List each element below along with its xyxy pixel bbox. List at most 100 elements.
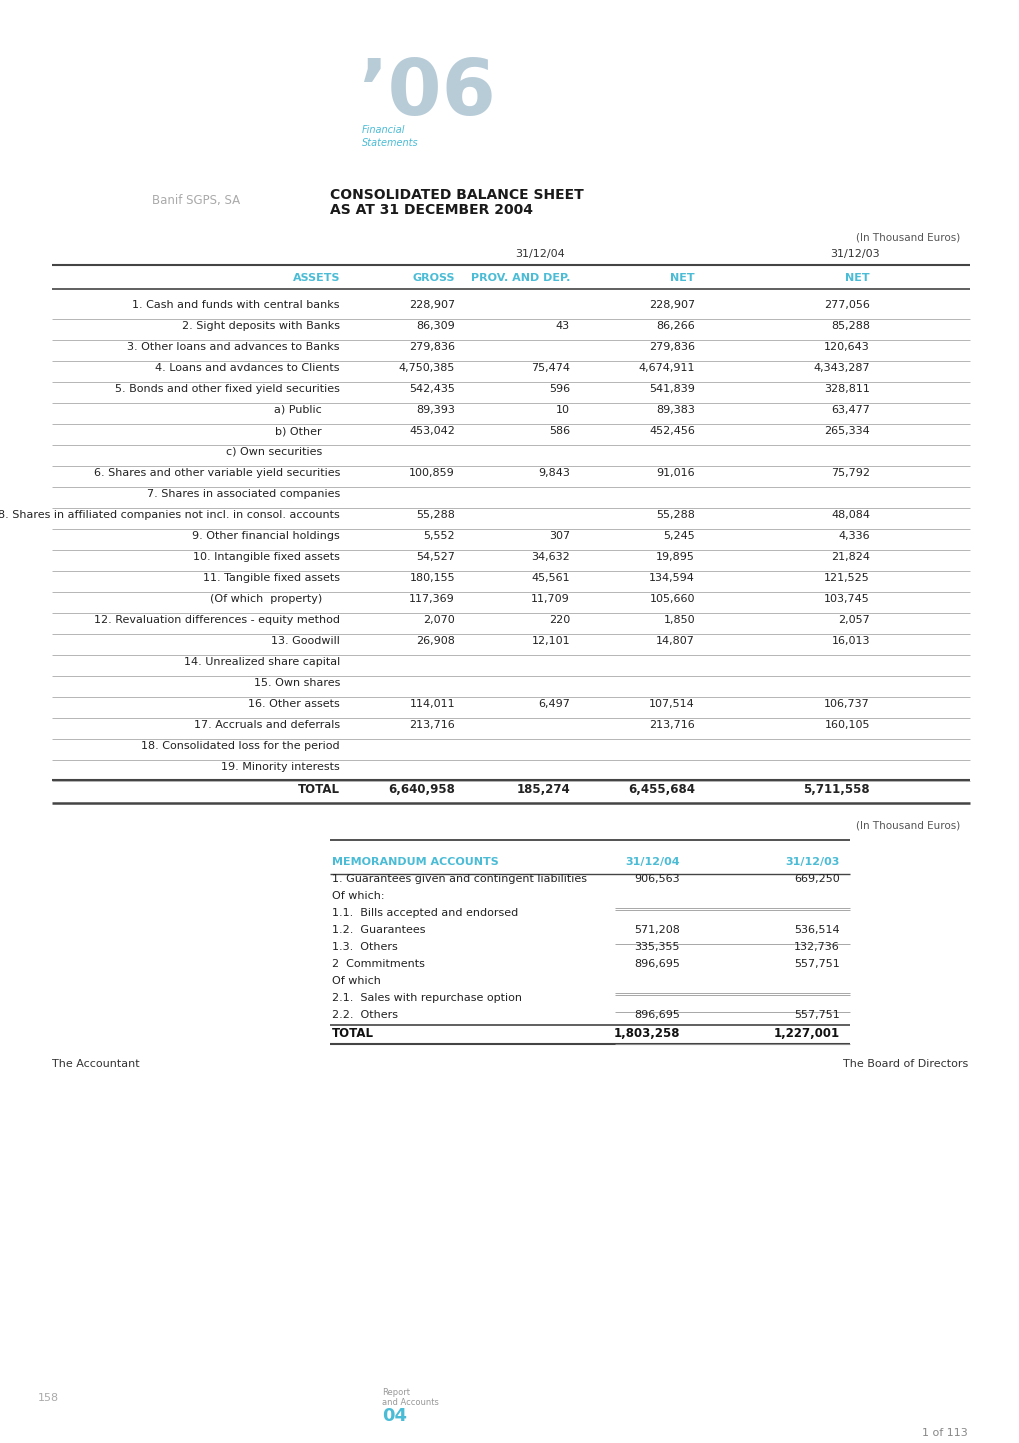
Text: 557,751: 557,751 [794, 1010, 840, 1020]
Text: 6,497: 6,497 [538, 698, 570, 709]
Text: 541,839: 541,839 [648, 384, 694, 394]
Text: 34,632: 34,632 [531, 553, 570, 561]
Text: 1.1.  Bills accepted and endorsed: 1.1. Bills accepted and endorsed [331, 908, 518, 918]
Text: 906,563: 906,563 [634, 874, 680, 885]
Text: 6. Shares and other variable yield securities: 6. Shares and other variable yield secur… [94, 468, 339, 478]
Text: 4,750,385: 4,750,385 [398, 364, 454, 372]
Text: 4,674,911: 4,674,911 [638, 364, 694, 372]
Text: Of which:: Of which: [331, 890, 384, 900]
Text: 13. Goodwill: 13. Goodwill [271, 636, 339, 646]
Text: 55,288: 55,288 [655, 509, 694, 519]
Text: 31/12/04: 31/12/04 [515, 250, 565, 258]
Text: 571,208: 571,208 [634, 925, 680, 935]
Text: 277,056: 277,056 [823, 300, 869, 310]
Text: 14. Unrealized share capital: 14. Unrealized share capital [183, 657, 339, 667]
Text: 6,455,684: 6,455,684 [628, 784, 694, 797]
Text: 134,594: 134,594 [648, 573, 694, 583]
Text: 12,101: 12,101 [531, 636, 570, 646]
Text: 2,057: 2,057 [838, 615, 869, 625]
Text: 896,695: 896,695 [634, 960, 680, 970]
Text: 15. Own shares: 15. Own shares [254, 678, 339, 688]
Text: 2,070: 2,070 [423, 615, 454, 625]
Text: CONSOLIDATED BALANCE SHEET: CONSOLIDATED BALANCE SHEET [330, 188, 583, 202]
Text: 4,343,287: 4,343,287 [812, 364, 869, 372]
Text: 103,745: 103,745 [823, 595, 869, 605]
Text: 4. Loans and avdances to Clients: 4. Loans and avdances to Clients [155, 364, 339, 372]
Text: 160,105: 160,105 [823, 720, 869, 730]
Text: 453,042: 453,042 [409, 426, 454, 436]
Text: and Accounts: and Accounts [382, 1398, 438, 1407]
Text: 31/12/03: 31/12/03 [829, 250, 879, 258]
Text: TOTAL: TOTAL [298, 784, 339, 797]
Text: 132,736: 132,736 [794, 942, 840, 952]
Text: 335,355: 335,355 [634, 942, 680, 952]
Text: The Board of Directors: The Board of Directors [842, 1059, 967, 1069]
Text: Report: Report [382, 1388, 410, 1397]
Text: 19,895: 19,895 [655, 553, 694, 561]
Text: 31/12/03: 31/12/03 [785, 857, 840, 867]
Text: 279,836: 279,836 [409, 342, 454, 352]
Text: 3. Other loans and advances to Banks: 3. Other loans and advances to Banks [127, 342, 339, 352]
Text: Banif SGPS, SA: Banif SGPS, SA [152, 193, 239, 206]
Text: 5. Bonds and other fixed yield securities: 5. Bonds and other fixed yield securitie… [115, 384, 339, 394]
Text: 19. Minority interests: 19. Minority interests [221, 762, 339, 772]
Text: AS AT 31 DECEMBER 2004: AS AT 31 DECEMBER 2004 [330, 203, 533, 216]
Text: 16,013: 16,013 [830, 636, 869, 646]
Text: 2  Commitments: 2 Commitments [331, 960, 425, 970]
Text: 1,850: 1,850 [662, 615, 694, 625]
Text: 21,824: 21,824 [830, 553, 869, 561]
Text: 2.2.  Others: 2.2. Others [331, 1010, 397, 1020]
Text: 896,695: 896,695 [634, 1010, 680, 1020]
Text: 5,552: 5,552 [423, 531, 454, 541]
Text: 265,334: 265,334 [823, 426, 869, 436]
Text: 7. Shares in associated companies: 7. Shares in associated companies [147, 489, 339, 499]
Text: 596: 596 [548, 384, 570, 394]
Text: 228,907: 228,907 [409, 300, 454, 310]
Text: 89,383: 89,383 [655, 405, 694, 416]
Text: 85,288: 85,288 [830, 320, 869, 330]
Text: a) Public: a) Public [274, 405, 322, 416]
Text: 1,227,001: 1,227,001 [773, 1027, 840, 1040]
Text: (In Thousand Euros): (In Thousand Euros) [855, 820, 959, 830]
Text: 18. Consolidated loss for the period: 18. Consolidated loss for the period [142, 742, 339, 750]
Text: 117,369: 117,369 [409, 595, 454, 605]
Text: 180,155: 180,155 [409, 573, 454, 583]
Text: 1,803,258: 1,803,258 [612, 1027, 680, 1040]
Text: 14,807: 14,807 [655, 636, 694, 646]
Text: 158: 158 [38, 1392, 59, 1403]
Text: (In Thousand Euros): (In Thousand Euros) [855, 232, 959, 242]
Text: 9. Other financial holdings: 9. Other financial holdings [192, 531, 339, 541]
Text: 228,907: 228,907 [648, 300, 694, 310]
Text: 8. Shares in affiliated companies not incl. in consol. accounts: 8. Shares in affiliated companies not in… [0, 509, 339, 519]
Text: 45,561: 45,561 [531, 573, 570, 583]
Text: 11. Tangible fixed assets: 11. Tangible fixed assets [203, 573, 339, 583]
Text: (Of which  property): (Of which property) [210, 595, 322, 605]
Text: NET: NET [669, 273, 694, 283]
Text: 557,751: 557,751 [794, 960, 840, 970]
Text: 213,716: 213,716 [409, 720, 454, 730]
Text: ASSETS: ASSETS [292, 273, 339, 283]
Text: 86,266: 86,266 [655, 320, 694, 330]
Text: 1.2.  Guarantees: 1.2. Guarantees [331, 925, 425, 935]
Text: 120,643: 120,643 [823, 342, 869, 352]
Text: 2.1.  Sales with repurchase option: 2.1. Sales with repurchase option [331, 993, 522, 1003]
Text: PROV. AND DEP.: PROV. AND DEP. [470, 273, 570, 283]
Text: 89,393: 89,393 [416, 405, 454, 416]
Text: 04: 04 [382, 1407, 407, 1426]
Text: 43: 43 [555, 320, 570, 330]
Text: 185,274: 185,274 [516, 784, 570, 797]
Text: 307: 307 [548, 531, 570, 541]
Text: Statements: Statements [362, 139, 418, 149]
Text: 1.3.  Others: 1.3. Others [331, 942, 397, 952]
Text: 121,525: 121,525 [823, 573, 869, 583]
Text: 5,245: 5,245 [662, 531, 694, 541]
Text: 542,435: 542,435 [409, 384, 454, 394]
Text: 114,011: 114,011 [409, 698, 454, 709]
Text: 75,474: 75,474 [531, 364, 570, 372]
Text: The Accountant: The Accountant [52, 1059, 140, 1069]
Text: 1 of 113: 1 of 113 [921, 1429, 967, 1439]
Text: TOTAL: TOTAL [331, 1027, 374, 1040]
Text: Of which: Of which [331, 975, 380, 986]
Text: 16. Other assets: 16. Other assets [248, 698, 339, 709]
Text: 63,477: 63,477 [830, 405, 869, 416]
